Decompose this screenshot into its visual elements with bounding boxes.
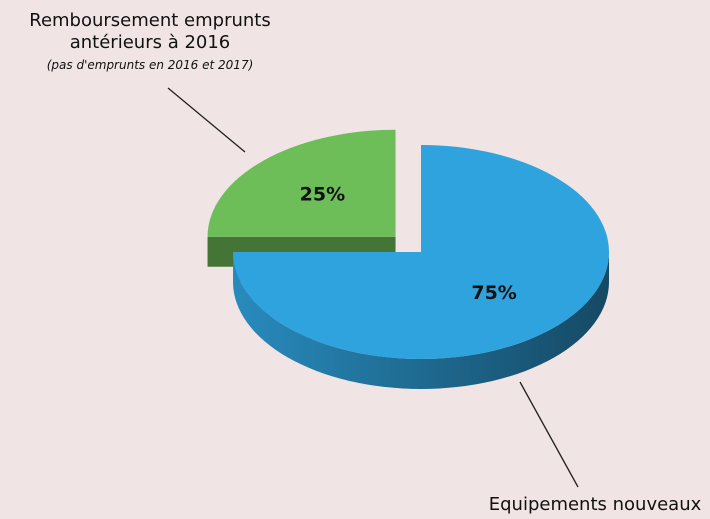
value-label: 25% [300,184,345,206]
slice [233,145,609,359]
leader-line [167,87,246,153]
leader-line [519,381,579,488]
annotation: (pas d'emprunts en 2016 et 2017) [46,58,254,72]
value-label: 75% [471,282,516,304]
slice-label: Equipements nouveaux [488,494,702,515]
slice-label: Remboursement emprunts antérieurs à 2016 [29,10,271,53]
slice-wall [233,252,609,389]
slice [207,129,396,237]
